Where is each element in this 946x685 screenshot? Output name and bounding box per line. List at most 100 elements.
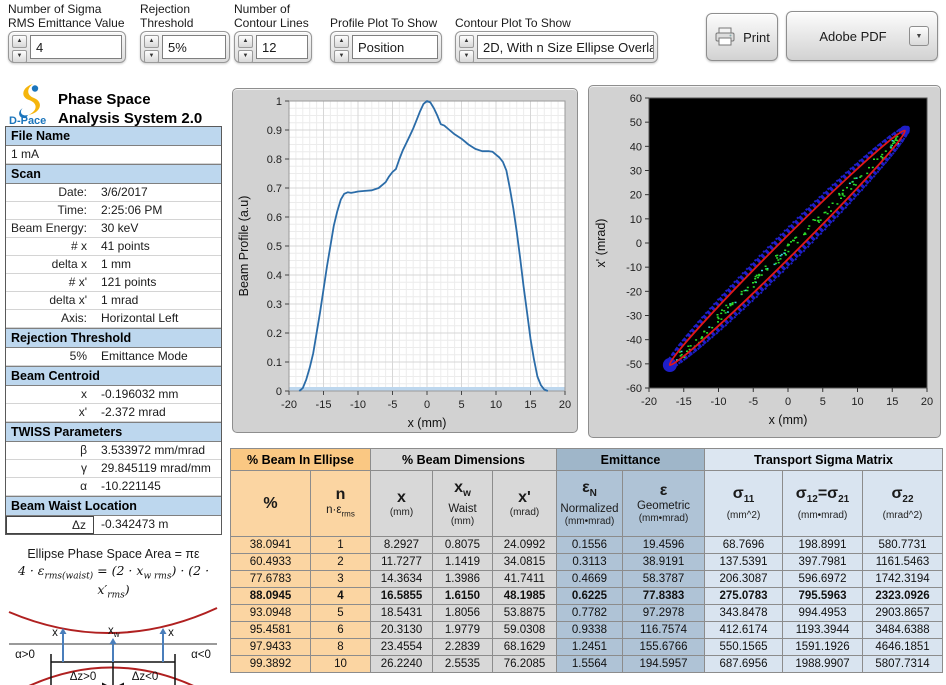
info-value: 3/6/2017: [101, 185, 148, 199]
table-column-header: n n·εrms: [310, 470, 371, 537]
svg-text:0.9: 0.9: [267, 125, 282, 137]
table-cell: 1.1419: [432, 553, 493, 571]
table-cell: 14.3634: [370, 570, 433, 588]
contour-lines-spinner[interactable]: ▲ ▼ 12: [234, 31, 312, 63]
table-cell: 99.3892: [230, 655, 311, 673]
svg-text:30: 30: [630, 166, 642, 178]
table-cell: 97.9433: [230, 638, 311, 656]
table-cell: 58.3787: [622, 570, 705, 588]
app-title: Phase Space Analysis System 2.0: [58, 91, 203, 127]
contour-plot-field[interactable]: 2D, With n Size Ellipse Overlay: [477, 35, 654, 59]
svg-text:-60: -60: [626, 383, 642, 395]
logo-text: D-Pace: [9, 115, 46, 126]
table-cell: 23.4554: [370, 638, 433, 656]
decrement-icon[interactable]: ▼: [334, 50, 349, 63]
info-label: Beam Energy:: [10, 221, 87, 235]
control-label: Rejection: [140, 2, 191, 16]
info-row: 5% Emittance Mode: [6, 348, 221, 366]
table-cell: 20.3130: [370, 621, 433, 639]
table-cell: 88.0945: [230, 587, 311, 605]
svg-text:0.4: 0.4: [267, 270, 282, 282]
svg-text:-15: -15: [676, 396, 692, 408]
sigma-value-field[interactable]: 4: [30, 35, 122, 59]
table-group-header: Emittance: [556, 448, 705, 471]
control-label: Number of Sigma: [8, 2, 102, 16]
svg-text:20: 20: [559, 399, 571, 411]
table-cell: 60.4933: [230, 553, 311, 571]
table-cell: 77.8383: [622, 587, 705, 605]
info-row: Axis: Horizontal Left: [6, 310, 221, 328]
profile-plot-selector[interactable]: ▲ ▼ Position: [330, 31, 442, 63]
table-cell: 2903.8657: [862, 604, 943, 622]
decrement-icon[interactable]: ▼: [144, 50, 159, 63]
table-cell: 38.0941: [230, 536, 311, 554]
svg-text:5: 5: [458, 399, 464, 411]
svg-text:-40: -40: [626, 335, 642, 347]
table-cell: 1.5564: [556, 655, 623, 673]
svg-text:-20: -20: [641, 396, 657, 408]
info-label: x: [81, 387, 87, 401]
info-row: Date: 3/6/2017: [6, 184, 221, 202]
print-button[interactable]: Print: [706, 13, 778, 61]
svg-text:20: 20: [921, 396, 933, 408]
table-column-header: x' (mrad): [492, 470, 557, 537]
profile-plot-field[interactable]: Position: [352, 35, 438, 59]
table-column-header: εN Normalized (mm•mrad): [556, 470, 623, 537]
increment-icon[interactable]: ▲: [144, 35, 159, 48]
table-column-header: %: [230, 470, 311, 537]
contour-chart: -20 -15 -10 -5 0 5 10 15 20-60-50-40-30-20-10010…: [594, 93, 933, 427]
info-row: Δz -0.342473 m: [6, 516, 221, 534]
table-cell: 68.7696: [704, 536, 783, 554]
svg-text:-10: -10: [711, 396, 727, 408]
control-label: [330, 2, 442, 16]
svg-text:x: x: [168, 627, 174, 639]
svg-text:α>0: α>0: [15, 649, 35, 661]
table-cell: 59.0308: [492, 621, 557, 639]
info-label: α: [80, 479, 87, 493]
svg-text:0.7: 0.7: [267, 183, 282, 195]
section-header: Scan: [6, 164, 221, 184]
table-cell: 95.4581: [230, 621, 311, 639]
increment-icon[interactable]: ▲: [334, 35, 349, 48]
contour-lines-field[interactable]: 12: [256, 35, 308, 59]
decrement-icon[interactable]: ▼: [459, 50, 474, 63]
svg-text:-20: -20: [281, 399, 297, 411]
info-value: -2.372 mrad: [101, 405, 166, 419]
info-value: 121 points: [101, 275, 157, 289]
contour-plot-selector[interactable]: ▲ ▼ 2D, With n Size Ellipse Overlay: [455, 31, 658, 63]
info-row: Beam Energy: 30 keV: [6, 220, 221, 238]
sigma-spinner[interactable]: ▲ ▼ 4: [8, 31, 126, 63]
table-cell: 24.0992: [492, 536, 557, 554]
beam-profile-plot: -20 -15 -10 -5 0 5 10 15 20 0 0.1 0.2 0.3 0.4 0.5 0.6 0.…: [232, 88, 578, 433]
info-value: Horizontal Left: [101, 311, 179, 325]
rejection-threshold-spinner[interactable]: ▲ ▼ 5%: [140, 31, 230, 63]
decrement-icon[interactable]: ▼: [12, 50, 27, 63]
adobe-pdf-button[interactable]: Adobe PDF ▼: [786, 11, 938, 61]
svg-text:x (mm): x (mm): [769, 413, 808, 427]
table-column-header: σ11 (mm^2): [704, 470, 783, 537]
table-cell: 194.5957: [622, 655, 705, 673]
contour-lines-control: Number of Contour Lines ▲ ▼ 12: [234, 2, 312, 63]
decrement-icon[interactable]: ▼: [238, 50, 253, 63]
printer-icon: [715, 27, 735, 46]
increment-icon[interactable]: ▲: [12, 35, 27, 48]
info-value: 41 points: [101, 239, 150, 253]
table-cell: 38.9191: [622, 553, 705, 571]
svg-text:-30: -30: [626, 311, 642, 323]
info-label: delta x: [51, 257, 87, 271]
chevron-down-icon[interactable]: ▼: [909, 26, 929, 46]
table-cell: 0.9338: [556, 621, 623, 639]
table-row: 60.4933 2 11.7277 1.1419 34.0815 0.3113 38.919…: [230, 553, 943, 571]
table-cell: 2: [310, 553, 371, 571]
table-cell: 687.6956: [704, 655, 783, 673]
table-row: 93.0948 5 18.5431 1.8056 53.8875 0.7782 97.297…: [230, 604, 943, 622]
rejection-threshold-field[interactable]: 5%: [162, 35, 226, 59]
table-cell: 994.4953: [782, 604, 863, 622]
table-column-header: x (mm): [370, 470, 433, 537]
table-row: 95.4581 6 20.3130 1.9779 59.0308 0.9338 116.75…: [230, 621, 943, 639]
increment-icon[interactable]: ▲: [459, 35, 474, 48]
svg-text:0.1: 0.1: [267, 357, 282, 369]
increment-icon[interactable]: ▲: [238, 35, 253, 48]
table-cell: 412.6174: [704, 621, 783, 639]
svg-text:-5: -5: [388, 399, 398, 411]
